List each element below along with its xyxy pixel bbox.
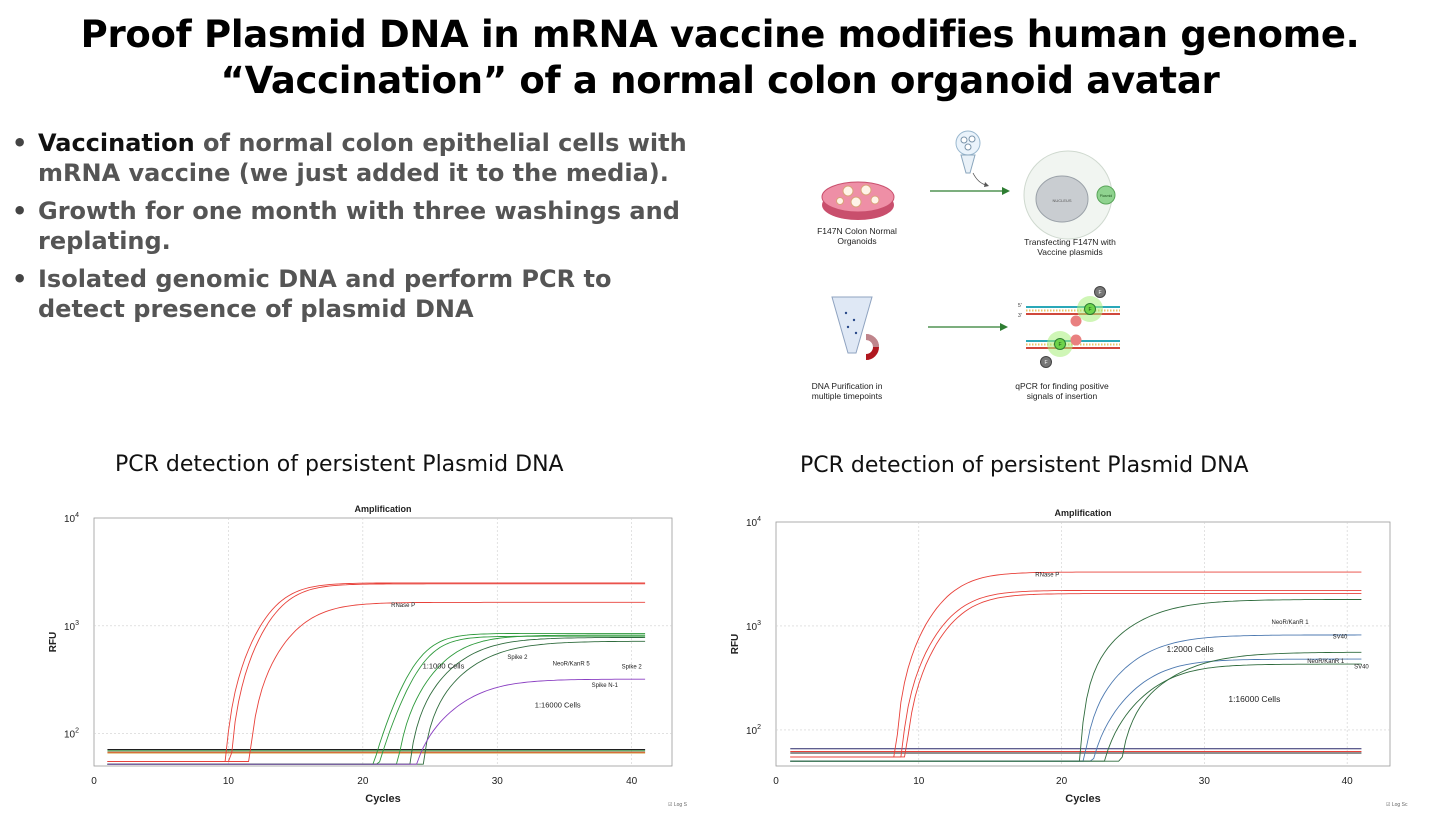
left-amplification-plot: 0 10 20 30 40 102 103 104 Amplification Cycles RFU… [48,504,673,805]
bullet-dot: • [12,197,28,225]
title-line-2: “Vaccination” of a normal colon organoid… [220,59,1220,102]
purification-tube-icon [831,296,879,360]
nucleus-label: NUCLEUS [1052,198,1071,203]
amplification-curve [790,593,1362,758]
right-chart-subtitle: PCR detection of persistent Plasmid DNA [800,453,1249,478]
amplification-curve [107,601,646,762]
x-tick-label: 30 [492,776,504,787]
x-axis-label: Cycles [1065,793,1100,805]
x-tick-label: 20 [1056,776,1068,787]
right-log-scale-note: ☑ Log Sc [1386,802,1408,808]
strand-3-label: 3' [1018,313,1022,319]
curve-annotation: Spike N-1 [592,683,619,689]
right-amplification-chart: 0 10 20 30 40 102 103 104 Amplification Cycles RFU… [730,498,1430,808]
quencher-label: F [1098,290,1101,296]
y-tick-label: 104 [64,512,79,525]
amplification-curve [790,651,1362,762]
curve-annotation: 1:1000 Cells [423,662,465,671]
bullet-dot: • [12,129,28,157]
curve-annotation: SV40 [1333,634,1348,640]
fluor-label: F [1088,307,1091,313]
bullet-list: • Vaccination of normal colon epithelial … [12,128,702,332]
curve-annotation: Spike 2 [622,665,643,671]
bullet-text: of normal colon epithelial cells with mR… [38,129,687,187]
left-chart-subtitle: PCR detection of persistent Plasmid DNA [115,452,564,477]
amplification-curve [107,678,646,765]
x-tick-label: 40 [1342,776,1354,787]
curve-annotation: NeoR/KanR 1 [1307,659,1345,665]
bullet-3: • Isolated genomic DNA and perform PCR to… [12,264,702,324]
curve-annotation: 1:2000 Cells [1166,644,1213,654]
fluor-label: F [1058,342,1061,348]
x-tick-label: 40 [626,776,638,787]
left-log-scale-note: ☑ Log S [668,802,687,808]
y-axis-label: RFU [48,632,59,653]
x-axis-label: Cycles [365,793,400,805]
transfected-cell-icon: NUCLEUS Plasmid [1023,150,1116,240]
x-tick-label: 0 [773,776,779,787]
arrow-icon [930,187,1010,195]
plot-frame [775,521,1391,767]
chart-title: Amplification [354,504,411,514]
curve-annotation: RNase P [1035,572,1059,578]
y-axis-label: RFU [730,634,741,655]
left-amplification-chart: 0 10 20 30 40 102 103 104 Amplification Cycles RFU… [30,498,700,808]
x-tick-label: 10 [223,776,235,787]
bullet-lead: Vaccination [38,129,195,157]
workflow-diagram: NUCLEUS Plasmid 5' 3' F F [790,125,1170,415]
title-line-1: Proof Plasmid DNA in mRNA vaccine modifi… [80,13,1360,56]
quencher-label: F [1044,360,1047,366]
curve-annotation: 1:16000 Cells [1228,694,1280,704]
y-tick-label: 103 [64,620,79,633]
curve-annotation: RNase P [391,603,415,609]
step2-label: Transfecting F147N with Vaccine plasmids [1024,237,1116,257]
chart-title: Amplification [1054,508,1111,518]
strand-5-label: 5' [1018,303,1022,309]
y-tick-label: 103 [746,620,761,633]
vaccine-vial-icon [955,130,989,187]
step4-label: qPCR for finding positive signals of ins… [1015,381,1109,401]
plasmid-label: Plasmid [1100,194,1113,198]
curve-annotation: Spike 2 [507,655,528,661]
qpcr-illustration: 5' 3' F F F F [1018,286,1120,368]
bullet-text: Growth for one month with three washings… [38,197,680,255]
right-amplification-plot: 0 10 20 30 40 102 103 104 Amplification Cycles RFU… [730,508,1391,805]
curve-annotation: 1:16000 Cells [535,700,581,709]
x-tick-label: 20 [357,776,369,787]
step3-label: DNA Purification in multiple timepoints [811,381,883,401]
petri-dish-icon [821,181,895,220]
arrow-icon [928,323,1008,331]
y-tick-label: 104 [746,516,761,529]
step1-label: F147N Colon Normal Organoids [817,226,897,246]
slide-title: Proof Plasmid DNA in mRNA vaccine modifi… [0,12,1440,104]
y-tick-label: 102 [64,728,79,741]
workflow-illustration: NUCLEUS Plasmid 5' 3' F F [821,130,1120,368]
curve-annotation: NeoR/KanR 5 [553,661,591,667]
curve-annotation: SV40 [1354,664,1369,670]
curve-annotation: NeoR/KanR 1 [1272,620,1310,626]
bullet-dot: • [12,265,28,293]
x-tick-label: 30 [1199,776,1211,787]
bullet-2: • Growth for one month with three washing… [12,196,702,256]
y-tick-label: 102 [746,724,761,737]
bullet-1: • Vaccination of normal colon epithelial … [12,128,702,188]
bullet-text: Isolated genomic DNA and perform PCR to … [38,265,612,323]
x-tick-label: 10 [913,776,925,787]
x-tick-label: 0 [91,776,97,787]
